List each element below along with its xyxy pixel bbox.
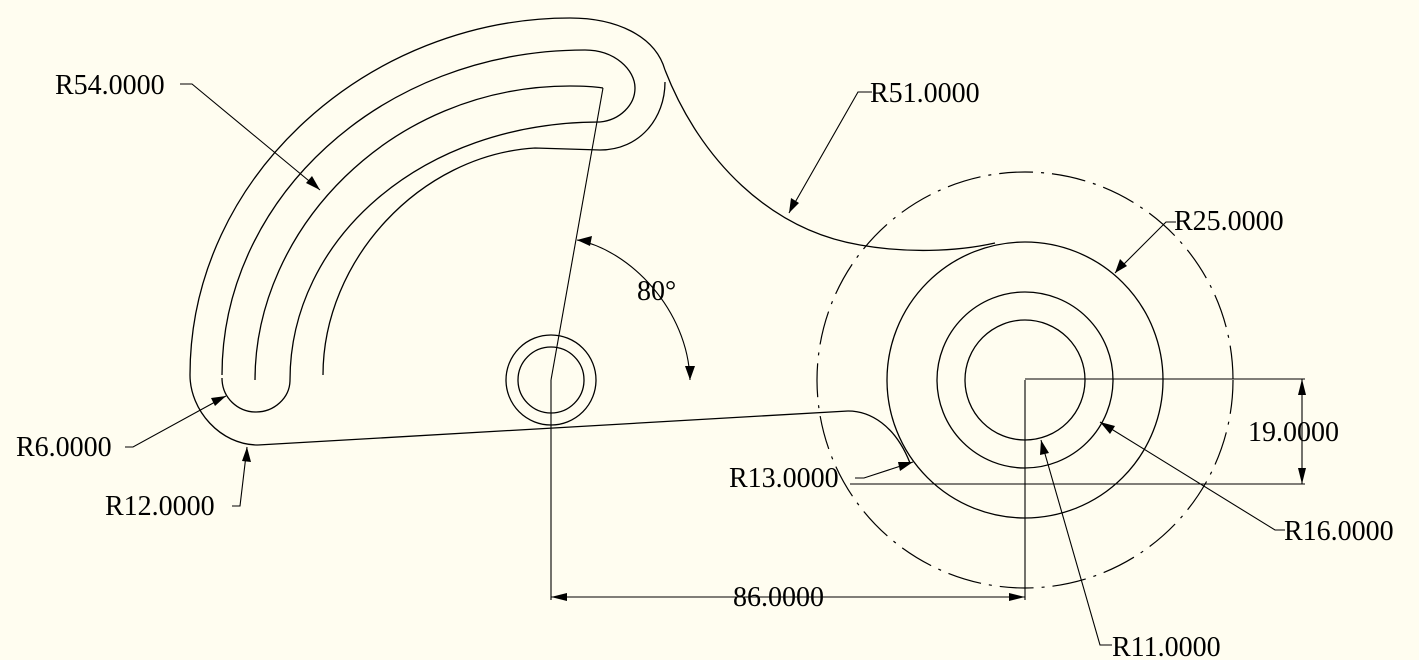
bottom-tangent-line bbox=[257, 410, 849, 446]
label-19: 19.0000 bbox=[1248, 417, 1339, 448]
leader-r25 bbox=[1114, 221, 1176, 274]
leader-r6 bbox=[125, 395, 227, 448]
slot-outer-edge bbox=[221, 49, 636, 376]
leaders bbox=[125, 83, 1285, 646]
arrow-19-bottom bbox=[1298, 468, 1306, 484]
left-end-round-r12 bbox=[189, 374, 259, 446]
fillet-r13 bbox=[847, 410, 911, 464]
slot-end-left-r6 bbox=[221, 377, 291, 413]
dim-86 bbox=[550, 380, 1026, 601]
fillet-arc-r51 bbox=[664, 69, 996, 252]
label-r13: R13.0000 bbox=[729, 463, 839, 494]
outer-arc-r54 bbox=[189, 17, 666, 376]
leader-r11 bbox=[1040, 439, 1112, 646]
part-outline bbox=[189, 17, 996, 464]
slot-end-right bbox=[599, 87, 636, 123]
leader-r16 bbox=[1099, 421, 1285, 531]
inner-slot-edge-outer-r12 bbox=[322, 81, 666, 376]
label-r6: R6.0000 bbox=[16, 432, 112, 463]
arrow-86-left bbox=[551, 593, 567, 601]
label-r51: R51.0000 bbox=[870, 78, 980, 109]
arrow-86-right bbox=[1009, 593, 1025, 601]
leader-r54 bbox=[180, 83, 321, 191]
slot-center-line bbox=[254, 85, 604, 381]
arrow-19-top bbox=[1298, 379, 1306, 395]
leader-r12 bbox=[232, 446, 248, 507]
label-angle-80: 80° bbox=[637, 276, 676, 307]
arc-slot bbox=[221, 49, 636, 413]
label-86: 86.0000 bbox=[733, 582, 824, 613]
leader-r13 bbox=[855, 461, 914, 479]
angle-construction bbox=[550, 87, 695, 381]
label-r11: R11.0000 bbox=[1112, 632, 1221, 660]
angle-arrow-bottom bbox=[685, 366, 695, 380]
label-r12: R12.0000 bbox=[105, 491, 215, 522]
leader-r51 bbox=[788, 91, 872, 214]
angle-arc bbox=[576, 239, 691, 381]
label-r16: R16.0000 bbox=[1284, 516, 1394, 547]
label-r25: R25.0000 bbox=[1174, 206, 1284, 237]
angle-arrow-top bbox=[577, 236, 592, 246]
slot-inner-edge bbox=[289, 121, 601, 381]
dim-19 bbox=[850, 378, 1306, 485]
dimension-labels: R54.0000 R51.0000 R25.0000 80° R6.0000 R… bbox=[16, 70, 1394, 660]
angle-ref-line bbox=[550, 87, 604, 381]
label-r54: R54.0000 bbox=[55, 70, 165, 101]
